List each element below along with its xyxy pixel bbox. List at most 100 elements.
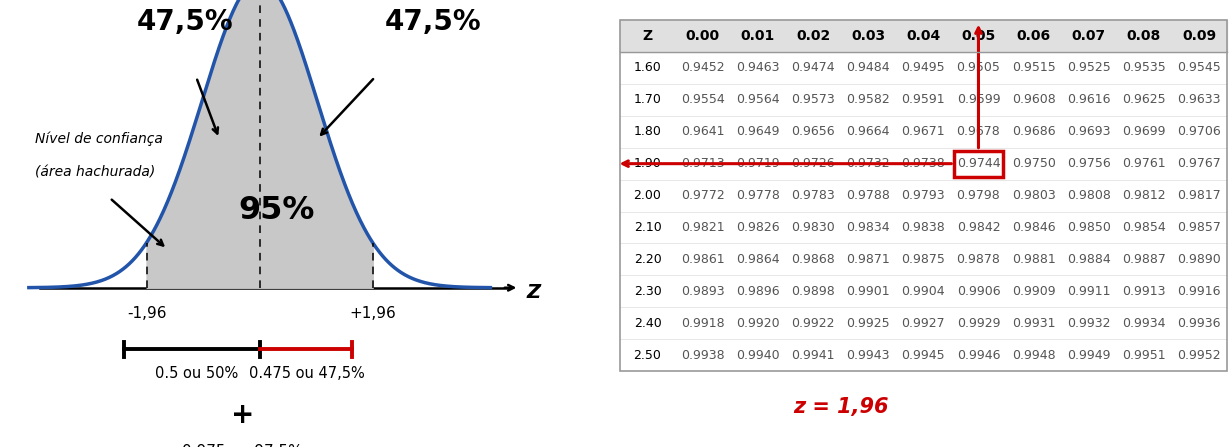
Text: 0.9909: 0.9909 [1012, 285, 1055, 298]
Text: 0.9633: 0.9633 [1177, 93, 1221, 106]
Text: 0.9830: 0.9830 [791, 221, 835, 234]
Text: 0.9881: 0.9881 [1012, 253, 1055, 266]
Text: 0.9922: 0.9922 [791, 316, 835, 329]
Text: 0.9599: 0.9599 [957, 93, 1000, 106]
Text: 0.9952: 0.9952 [1177, 349, 1221, 362]
Text: 0.9842: 0.9842 [957, 221, 1000, 234]
Text: 0.9678: 0.9678 [957, 125, 1000, 138]
Text: 2.50: 2.50 [633, 349, 662, 362]
Text: 1.80: 1.80 [633, 125, 662, 138]
Text: 0.9890: 0.9890 [1177, 253, 1221, 266]
Text: 0.975 ou 97.5%: 0.975 ou 97.5% [182, 444, 303, 447]
Text: 1.90: 1.90 [633, 157, 662, 170]
Text: 0.9808: 0.9808 [1066, 189, 1111, 202]
Text: 0.9798: 0.9798 [957, 189, 1000, 202]
Text: 0.9949: 0.9949 [1066, 349, 1111, 362]
Text: 0.9582: 0.9582 [846, 93, 891, 106]
Text: 0.05: 0.05 [962, 29, 995, 43]
Text: 0.9535: 0.9535 [1122, 62, 1166, 75]
Text: 0.9846: 0.9846 [1012, 221, 1055, 234]
Text: 0.9920: 0.9920 [736, 316, 780, 329]
Text: 0.9951: 0.9951 [1122, 349, 1166, 362]
Text: 0.9945: 0.9945 [902, 349, 945, 362]
Text: 0.9936: 0.9936 [1177, 316, 1221, 329]
Bar [954, 151, 1002, 177]
Text: 0.9948: 0.9948 [1012, 349, 1055, 362]
Text: 0.9918: 0.9918 [681, 316, 724, 329]
Text: 2.30: 2.30 [633, 285, 662, 298]
Text: 0.07: 0.07 [1071, 29, 1106, 43]
Text: 0.9505: 0.9505 [957, 62, 1000, 75]
Text: 0.9463: 0.9463 [736, 62, 780, 75]
Text: Z: Z [642, 29, 653, 43]
Text: 0.9878: 0.9878 [957, 253, 1000, 266]
Text: 0.9871: 0.9871 [846, 253, 891, 266]
Text: 0.9838: 0.9838 [902, 221, 945, 234]
Text: 2.00: 2.00 [633, 189, 662, 202]
Text: -1,96: -1,96 [127, 306, 166, 320]
Text: 0.9744: 0.9744 [957, 157, 1000, 170]
Text: 0.9857: 0.9857 [1177, 221, 1221, 234]
Text: 0.9850: 0.9850 [1066, 221, 1111, 234]
Text: 0.9938: 0.9938 [681, 349, 724, 362]
Text: 0.9699: 0.9699 [1122, 125, 1166, 138]
Text: 0.9906: 0.9906 [957, 285, 1000, 298]
Text: 0.9931: 0.9931 [1012, 316, 1055, 329]
Text: 47,5%: 47,5% [137, 8, 232, 36]
Text: 0.9515: 0.9515 [1012, 62, 1055, 75]
Text: Z: Z [526, 283, 541, 302]
Text: 0.9713: 0.9713 [681, 157, 724, 170]
Text: 0.9821: 0.9821 [681, 221, 724, 234]
Text: 0.9927: 0.9927 [902, 316, 945, 329]
Text: 0.9793: 0.9793 [902, 189, 945, 202]
Text: 0.475 ou 47,5%: 0.475 ou 47,5% [248, 366, 365, 381]
Text: 0.9896: 0.9896 [736, 285, 780, 298]
Text: 0.06: 0.06 [1016, 29, 1050, 43]
Text: 0.9925: 0.9925 [846, 316, 891, 329]
Text: 0.9738: 0.9738 [902, 157, 945, 170]
Text: 2.10: 2.10 [633, 221, 662, 234]
Text: 2.40: 2.40 [633, 316, 662, 329]
Text: 0.9783: 0.9783 [791, 189, 835, 202]
Text: 0.9772: 0.9772 [681, 189, 724, 202]
Text: 0.9664: 0.9664 [846, 125, 891, 138]
Text: 0.9719: 0.9719 [736, 157, 780, 170]
Text: 0.01: 0.01 [740, 29, 775, 43]
Text: 0.9893: 0.9893 [681, 285, 724, 298]
Text: 0.9946: 0.9946 [957, 349, 1000, 362]
Text: (área hachurada): (área hachurada) [34, 166, 155, 180]
Text: 0.9649: 0.9649 [736, 125, 780, 138]
Text: 0.9884: 0.9884 [1066, 253, 1111, 266]
Text: 0.9525: 0.9525 [1066, 62, 1111, 75]
Text: 0.9761: 0.9761 [1122, 157, 1166, 170]
Text: 0.9671: 0.9671 [902, 125, 945, 138]
Text: 0.9767: 0.9767 [1177, 157, 1221, 170]
Text: 0.9901: 0.9901 [846, 285, 891, 298]
Text: 0.9778: 0.9778 [736, 189, 780, 202]
Text: 0.04: 0.04 [907, 29, 941, 43]
Text: 1.60: 1.60 [633, 62, 662, 75]
Text: 0.9625: 0.9625 [1122, 93, 1166, 106]
Text: 0.9706: 0.9706 [1177, 125, 1221, 138]
Text: 0.03: 0.03 [851, 29, 886, 43]
Text: 0.9641: 0.9641 [681, 125, 724, 138]
Text: 0.9616: 0.9616 [1066, 93, 1111, 106]
Text: 0.9803: 0.9803 [1012, 189, 1055, 202]
Text: 0.9913: 0.9913 [1122, 285, 1166, 298]
Text: 0.09: 0.09 [1182, 29, 1216, 43]
Text: 0.9564: 0.9564 [736, 93, 780, 106]
Text: 0.9864: 0.9864 [736, 253, 780, 266]
Text: 0.9887: 0.9887 [1122, 253, 1166, 266]
Text: 0.00: 0.00 [685, 29, 720, 43]
Text: 0.9834: 0.9834 [846, 221, 891, 234]
Text: 0.9932: 0.9932 [1066, 316, 1111, 329]
Text: 0.9452: 0.9452 [681, 62, 724, 75]
Text: 0.9573: 0.9573 [791, 93, 835, 106]
Text: 0.9943: 0.9943 [846, 349, 891, 362]
Text: 0.9554: 0.9554 [681, 93, 724, 106]
Text: 0.9750: 0.9750 [1012, 157, 1055, 170]
Text: 0.9812: 0.9812 [1122, 189, 1166, 202]
Text: 0.9686: 0.9686 [1012, 125, 1055, 138]
Text: 0.9817: 0.9817 [1177, 189, 1221, 202]
Text: +1,96: +1,96 [349, 306, 396, 320]
